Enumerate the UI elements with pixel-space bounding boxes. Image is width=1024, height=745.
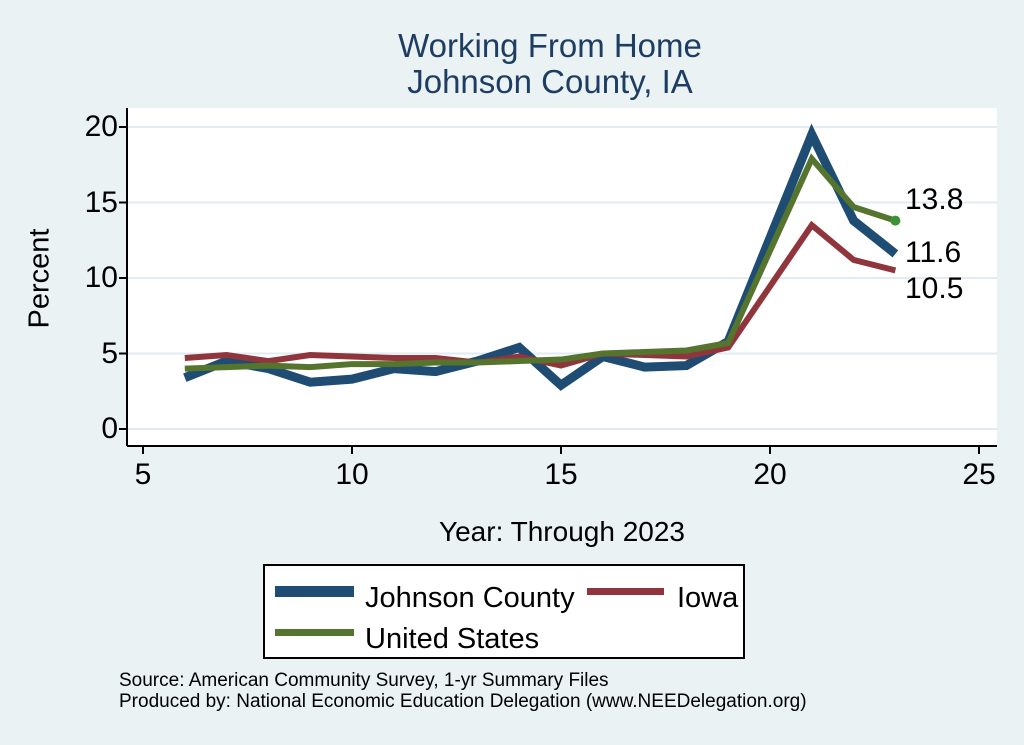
footer-source: Source: American Community Survey, 1-yr … [119, 670, 609, 691]
x-tick-label-5: 5 [134, 458, 152, 491]
x-tick-label-15: 15 [544, 458, 578, 491]
series-line-johnson-county [183, 123, 899, 391]
x-tick-label-10: 10 [335, 458, 369, 491]
y-tick-label-10: 10 [84, 261, 118, 294]
y-axis-title: Percent [23, 228, 56, 329]
legend-label-johnson-county: Johnson County [365, 582, 575, 614]
legend-box: Johnson County Iowa United States [263, 564, 745, 659]
end-label-johnson-county: 11.6 [905, 236, 962, 269]
end-marker-united-states [890, 215, 901, 226]
x-tick-label-25: 25 [962, 458, 996, 491]
series-line-iowa [184, 220, 897, 369]
x-tick-label-20: 20 [753, 458, 787, 491]
footer-produced-by: Produced by: National Economic Education… [119, 691, 807, 712]
x-axis-title: Year: Through 2023 [439, 516, 685, 547]
end-label-iowa: 10.5 [905, 272, 964, 305]
chart-title: Working From Home Johnson County, IA [0, 28, 1024, 100]
chart-title-line2: Johnson County, IA [407, 63, 693, 100]
legend-swatch-united-states [275, 629, 354, 636]
legend-swatch-johnson-county [275, 586, 354, 597]
y-tick-label-5: 5 [101, 336, 118, 370]
y-tick-label-15: 15 [84, 185, 118, 219]
y-tick-label-20: 20 [84, 110, 118, 143]
legend-label-united-states: United States [365, 623, 540, 655]
legend-label-iowa: Iowa [677, 582, 739, 614]
series-line-united-states [184, 153, 897, 372]
legend-swatch-iowa [587, 588, 664, 595]
end-label-united-states: 13.8 [905, 183, 964, 216]
chart-title-line1: Working From Home [398, 27, 702, 64]
y-tick-label-0: 0 [101, 412, 118, 445]
